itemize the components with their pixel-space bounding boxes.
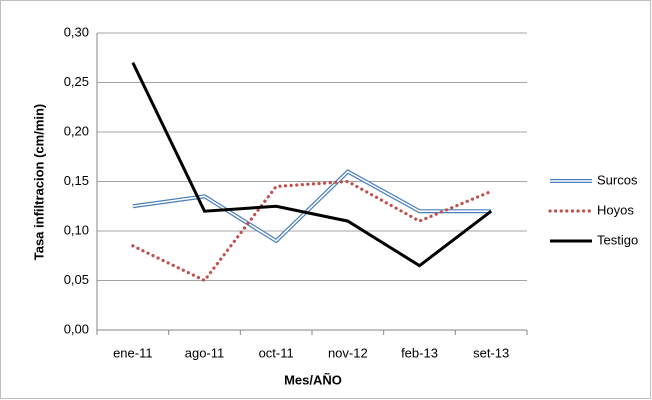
y-tick-label: 0,20 (64, 123, 89, 138)
y-tick-label: 0,25 (64, 74, 89, 89)
y-tick-label: 0,00 (64, 321, 89, 336)
y-tick-label: 0,05 (64, 272, 89, 287)
x-tick-label: set-13 (473, 345, 509, 360)
x-tick-label: nov-12 (328, 345, 368, 360)
x-tick-label: feb-13 (401, 345, 438, 360)
x-axis-title: Mes/AÑO (284, 372, 342, 387)
series-line (131, 179, 493, 283)
legend-label: Surcos (597, 172, 638, 187)
y-tick-label: 0,10 (64, 222, 89, 237)
y-tick-label: 0,30 (64, 24, 89, 39)
series-line (131, 62, 493, 268)
legend-label: Testigo (597, 232, 638, 247)
x-tick-label: ago-11 (185, 345, 225, 360)
legend-label: Hoyos (597, 202, 634, 217)
x-tick-label: oct-11 (259, 345, 294, 360)
y-axis-title: Tasa infiltracion (cm/min) (31, 104, 46, 261)
y-tick-label: 0,15 (64, 173, 89, 188)
x-tick-label: ene-11 (113, 345, 153, 360)
series-line-inner (132, 170, 492, 242)
